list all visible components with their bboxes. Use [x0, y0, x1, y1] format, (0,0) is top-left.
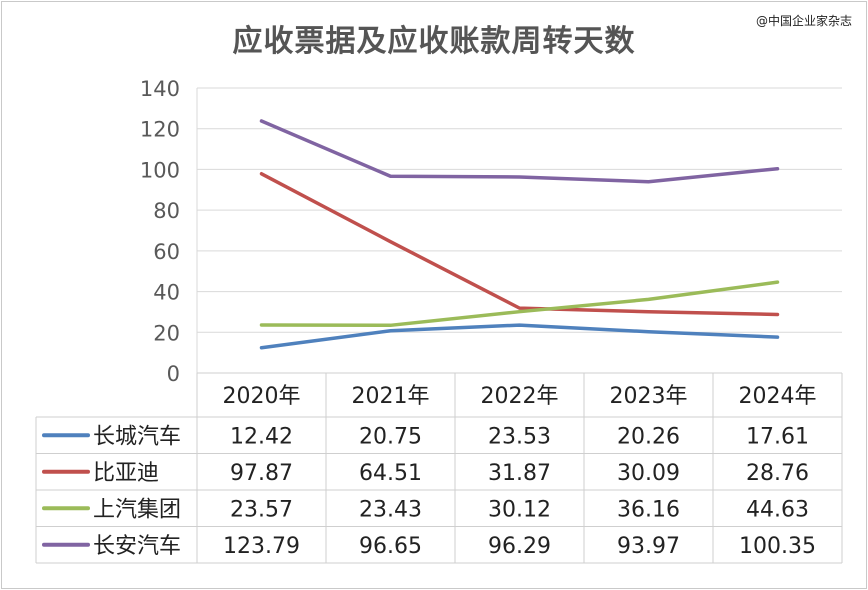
data-value: 30.12 [488, 497, 551, 522]
y-axis: 0 20 40 60 80 100 120 140 [140, 77, 180, 386]
data-value: 17.61 [746, 424, 809, 449]
watermark: @中国企业家杂志 [755, 14, 852, 28]
data-value: 12.42 [230, 424, 293, 449]
series-label: 上汽集团 [93, 497, 181, 522]
data-value: 31.87 [488, 461, 551, 486]
data-value: 23.43 [359, 497, 422, 522]
y-tick-label: 0 [167, 362, 180, 386]
category-label: 2024年 [739, 384, 817, 409]
y-tick-label: 20 [153, 321, 180, 345]
y-tick-label: 80 [153, 199, 180, 223]
data-value: 44.63 [746, 497, 809, 522]
series-label: 长城汽车 [93, 424, 181, 449]
data-value: 20.75 [359, 424, 422, 449]
y-tick-label: 100 [140, 158, 180, 182]
y-tick-label: 60 [153, 240, 180, 264]
series-line [259, 172, 780, 317]
data-value: 20.26 [617, 424, 680, 449]
category-label: 2022年 [481, 384, 559, 409]
category-label: 2023年 [610, 384, 688, 409]
data-value: 23.53 [488, 424, 551, 449]
data-value: 23.57 [230, 497, 293, 522]
data-value: 96.65 [359, 534, 422, 559]
y-tick-label: 140 [140, 77, 180, 101]
data-value: 28.76 [746, 461, 809, 486]
series-line [259, 280, 780, 328]
data-value: 36.16 [617, 497, 680, 522]
category-label: 2020年 [223, 384, 301, 409]
series-line [259, 119, 780, 184]
gridlines [196, 87, 842, 373]
series-label: 长安汽车 [93, 534, 181, 559]
data-value: 96.29 [488, 534, 551, 559]
series-line [259, 323, 780, 350]
chart-title: 应收票据及应收账款周转天数 [232, 24, 636, 59]
data-value: 100.35 [739, 534, 816, 559]
data-value: 97.87 [230, 461, 293, 486]
y-tick-label: 40 [153, 281, 180, 305]
series-label: 比亚迪 [93, 461, 159, 486]
series-lines [259, 119, 780, 350]
category-label: 2021年 [352, 384, 430, 409]
data-value: 30.09 [617, 461, 680, 486]
data-value: 123.79 [223, 534, 300, 559]
data-value: 93.97 [617, 534, 680, 559]
data-value: 64.51 [359, 461, 422, 486]
y-tick-label: 120 [140, 118, 180, 142]
